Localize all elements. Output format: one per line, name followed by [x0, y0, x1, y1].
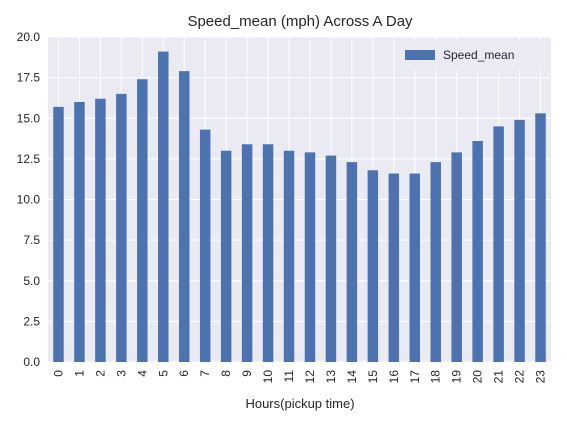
y-axis-ticks: 0.0 2.5 5.0 7.5 10.0 12.5 15.0 17.5 20.0 [17, 30, 41, 369]
bar-hour-13 [325, 155, 337, 362]
y-tick-label: 17.5 [17, 71, 41, 85]
x-tick-label: 6 [177, 370, 191, 377]
bar-hour-22 [514, 119, 525, 362]
x-tick-label: 9 [240, 370, 254, 377]
bar-hour-1 [74, 102, 85, 362]
bar-hour-18 [430, 162, 441, 362]
bar-hour-10 [262, 144, 274, 362]
x-tick-label: 21 [492, 370, 506, 384]
bar-hour-3 [116, 93, 127, 362]
bar-hour-0 [53, 106, 64, 362]
x-tick-label: 22 [513, 370, 527, 384]
bar-hour-6 [178, 71, 190, 362]
chart-title: Speed_mean (mph) Across A Day [187, 13, 413, 30]
x-tick-label: 11 [282, 370, 296, 383]
bar-hour-9 [241, 144, 253, 362]
x-tick-label: 13 [324, 370, 338, 384]
x-tick-label: 2 [93, 370, 107, 377]
legend: Speed_mean [398, 40, 546, 70]
x-tick-label: 5 [156, 370, 170, 377]
y-tick-label: 2.5 [23, 314, 40, 328]
bar-hour-19 [451, 152, 462, 362]
x-axis-ticks: 0 1 2 3 4 5 6 7 8 9 10 11 12 13 14 15 16 17 18 19 20 21 22 23 [51, 370, 547, 384]
x-tick-label: 16 [387, 370, 401, 384]
x-tick-label: 7 [198, 370, 212, 377]
bar-hour-5 [158, 51, 169, 362]
legend-label: Speed_mean [443, 48, 514, 62]
y-tick-label: 15.0 [17, 111, 41, 125]
x-tick-label: 23 [534, 370, 548, 384]
bar-hour-8 [220, 150, 232, 362]
bar-hour-14 [346, 162, 358, 362]
bars-group [53, 51, 546, 362]
x-tick-label: 0 [51, 370, 65, 377]
x-tick-label: 12 [303, 370, 317, 384]
bar-hour-11 [283, 150, 295, 362]
x-tick-label: 20 [471, 370, 485, 384]
y-tick-label: 7.5 [23, 233, 40, 247]
y-tick-label: 5.0 [23, 274, 40, 288]
x-tick-label: 15 [366, 370, 380, 384]
x-tick-label: 17 [408, 370, 422, 384]
x-tick-label: 8 [219, 370, 233, 377]
bar-hour-12 [304, 152, 316, 362]
bar-hour-21 [493, 126, 504, 362]
bar-hour-15 [367, 170, 379, 362]
bar-hour-17 [409, 173, 421, 362]
y-tick-label: 10.0 [17, 193, 41, 207]
bar-hour-23 [535, 113, 546, 362]
bar-hour-7 [199, 129, 211, 362]
bar-hour-2 [95, 98, 106, 362]
x-tick-label: 14 [345, 370, 359, 384]
x-tick-label: 19 [450, 370, 464, 384]
bar-hour-20 [472, 141, 483, 362]
legend-swatch [405, 50, 435, 60]
y-tick-label: 12.5 [17, 152, 41, 166]
x-tick-label: 10 [261, 370, 275, 384]
x-tick-label: 4 [135, 370, 149, 377]
x-tick-label: 18 [429, 370, 443, 384]
x-tick-label: 1 [72, 370, 86, 377]
x-tick-label: 3 [114, 370, 128, 377]
bar-hour-16 [388, 173, 400, 362]
y-tick-label: 20.0 [17, 30, 41, 44]
x-axis-label: Hours(pickup time) [245, 396, 354, 411]
bar-hour-4 [137, 79, 148, 362]
y-tick-label: 0.0 [23, 355, 40, 369]
